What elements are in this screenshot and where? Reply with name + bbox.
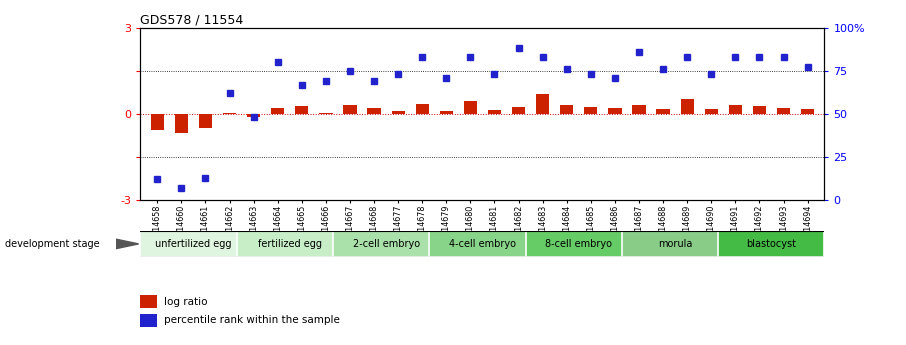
- Bar: [391, 111, 405, 114]
- Bar: [608, 108, 622, 114]
- Bar: [271, 108, 284, 114]
- Bar: [368, 108, 381, 114]
- Bar: [657, 109, 670, 114]
- Bar: [801, 109, 814, 114]
- Bar: [439, 111, 453, 114]
- Text: 4-cell embryo: 4-cell embryo: [449, 239, 516, 249]
- Bar: [464, 101, 477, 114]
- Bar: [150, 114, 164, 130]
- Bar: [753, 106, 766, 114]
- Bar: [680, 99, 694, 114]
- Bar: [632, 105, 646, 114]
- Text: development stage: development stage: [5, 239, 99, 249]
- Bar: [525, 231, 631, 257]
- Bar: [512, 107, 525, 114]
- Bar: [728, 105, 742, 114]
- Bar: [705, 109, 718, 114]
- Bar: [140, 295, 157, 308]
- Text: log ratio: log ratio: [164, 297, 207, 307]
- Text: blastocyst: blastocyst: [747, 239, 796, 249]
- Bar: [536, 94, 549, 114]
- Bar: [140, 314, 157, 327]
- Bar: [487, 110, 501, 114]
- Text: fertilized egg: fertilized egg: [258, 239, 322, 249]
- Bar: [295, 106, 308, 114]
- Bar: [223, 113, 236, 114]
- Bar: [776, 108, 790, 114]
- Text: 2-cell embryo: 2-cell embryo: [352, 239, 419, 249]
- Text: 8-cell embryo: 8-cell embryo: [545, 239, 612, 249]
- Bar: [236, 231, 342, 257]
- Text: unfertilized egg: unfertilized egg: [155, 239, 232, 249]
- Bar: [319, 113, 333, 114]
- Bar: [140, 231, 246, 257]
- Bar: [416, 104, 429, 114]
- Bar: [333, 231, 439, 257]
- Text: morula: morula: [658, 239, 692, 249]
- Bar: [175, 114, 188, 132]
- Bar: [584, 107, 597, 114]
- Bar: [718, 231, 824, 257]
- Bar: [429, 231, 535, 257]
- Bar: [343, 105, 357, 114]
- Text: percentile rank within the sample: percentile rank within the sample: [164, 315, 340, 325]
- Bar: [622, 231, 728, 257]
- Bar: [247, 114, 260, 117]
- Bar: [198, 114, 212, 128]
- Text: GDS578 / 11554: GDS578 / 11554: [140, 13, 244, 27]
- Bar: [560, 105, 573, 114]
- Polygon shape: [116, 239, 139, 249]
